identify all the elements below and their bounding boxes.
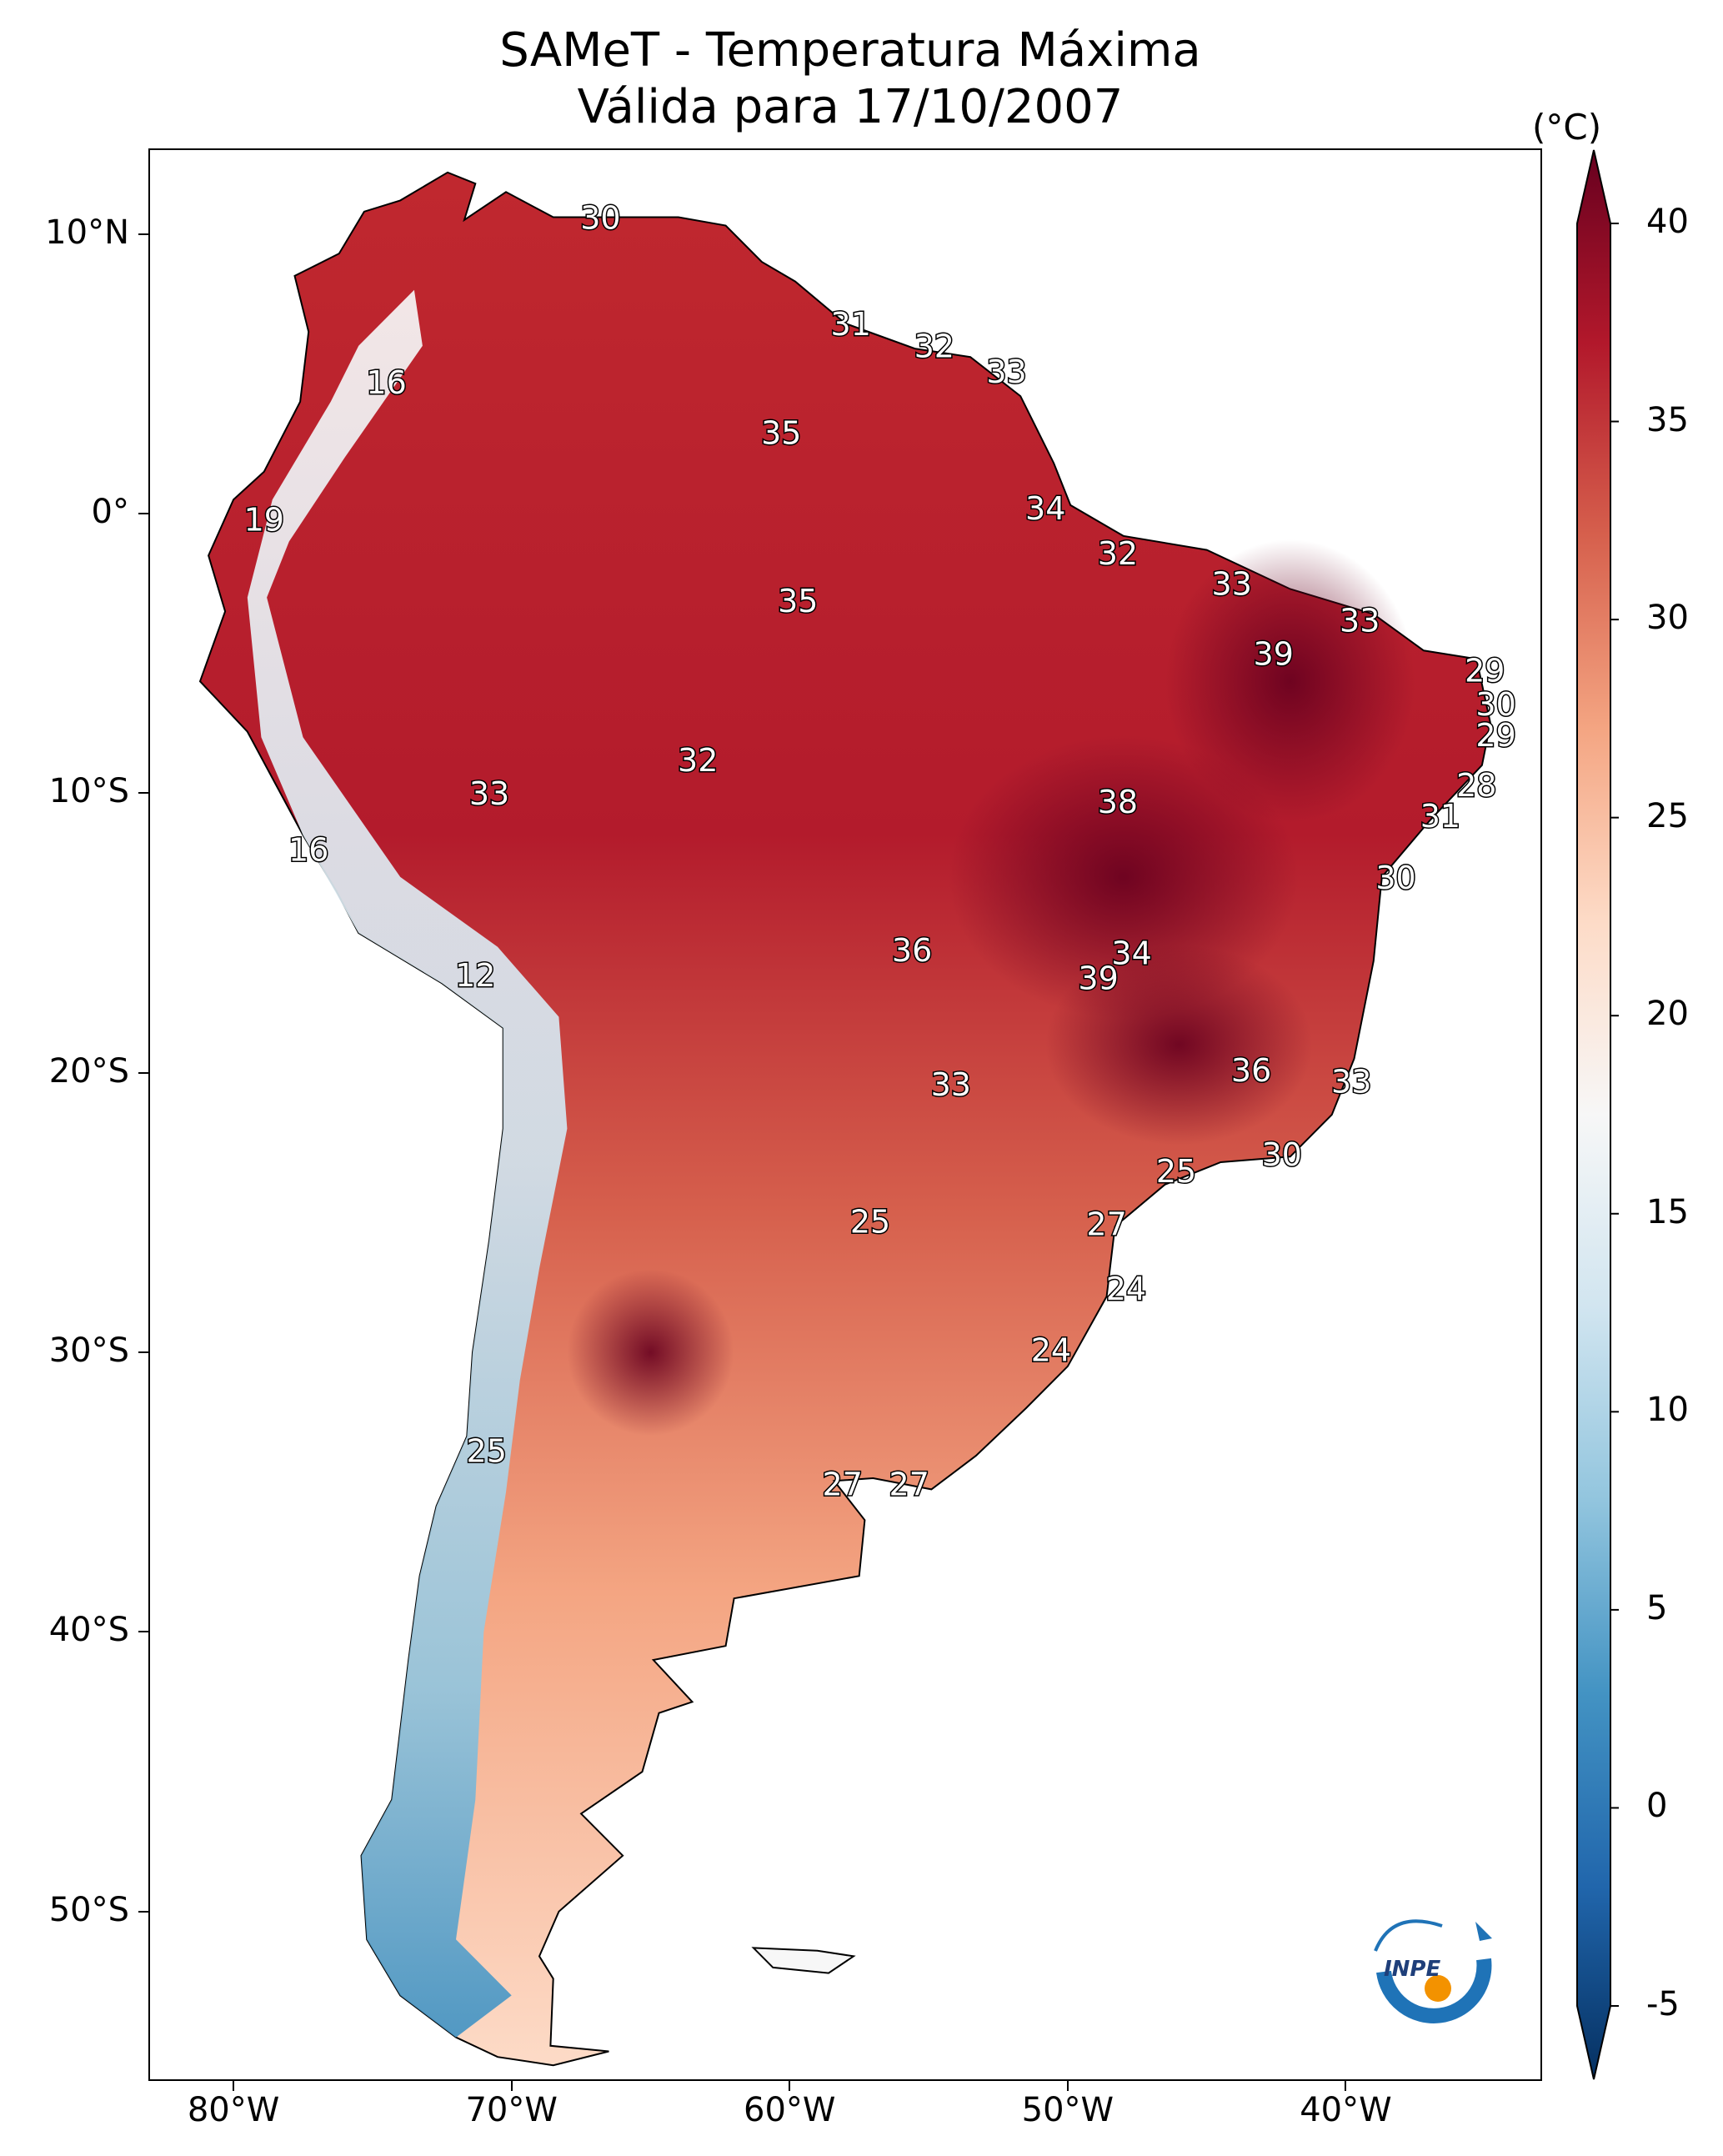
contour-label: 24 xyxy=(1031,1332,1071,1369)
colorbar xyxy=(1576,149,1619,2080)
inpe-logo: INPE xyxy=(1374,1919,1492,2023)
contour-label: 32 xyxy=(914,328,954,365)
lat-tick-mark xyxy=(138,512,148,514)
falkland-islands xyxy=(751,1947,856,1974)
lat-tick-mark xyxy=(138,1071,148,1074)
contour-label: 31 xyxy=(831,306,871,343)
contour-label: 28 xyxy=(1456,767,1496,804)
colorbar-gradient xyxy=(1576,149,1611,2080)
andes-cold-region xyxy=(247,289,568,2038)
lat-tick-label: 50°S xyxy=(48,1890,129,1929)
contour-label: 34 xyxy=(1111,935,1151,971)
lon-tick-label: 70°W xyxy=(465,2091,558,2129)
hot-region-3 xyxy=(567,1269,734,1436)
lon-tick-mark xyxy=(510,2081,513,2091)
contour-label: 12 xyxy=(455,957,495,994)
lon-tick-label: 50°W xyxy=(1021,2091,1114,2129)
contour-label: 27 xyxy=(889,1467,929,1503)
colorbar-tick-label: 35 xyxy=(1646,400,1689,439)
contour-label: 33 xyxy=(1340,602,1380,639)
contour-label: 16 xyxy=(288,831,328,868)
lon-tick-label: 60°W xyxy=(744,2091,836,2129)
lon-tick-label: 80°W xyxy=(187,2091,280,2129)
contour-label: 19 xyxy=(244,502,284,539)
lat-tick-label: 30°S xyxy=(48,1331,129,1371)
lat-tick-label: 10°N xyxy=(45,213,129,252)
lat-tick-mark xyxy=(138,1910,148,1913)
colorbar-tick-label: 15 xyxy=(1646,1192,1689,1231)
contour-label: 25 xyxy=(850,1203,890,1240)
contour-label: 32 xyxy=(1098,535,1138,572)
contour-label: 25 xyxy=(1156,1153,1196,1190)
contour-label: 29 xyxy=(1475,717,1515,754)
contour-label: 31 xyxy=(1420,798,1460,835)
lon-tick-mark xyxy=(233,2081,235,2091)
contour-label: 39 xyxy=(1254,636,1294,673)
colorbar-tick-label: 5 xyxy=(1646,1588,1668,1627)
contour-label: 33 xyxy=(986,353,1026,390)
contour-label: 24 xyxy=(1106,1271,1146,1307)
colorbar-tick-label: -5 xyxy=(1646,1985,1680,2023)
contour-label: 27 xyxy=(1086,1206,1126,1243)
lat-tick-mark xyxy=(138,1351,148,1354)
lat-tick-label: 0° xyxy=(91,492,129,531)
hot-region-1 xyxy=(1165,539,1415,824)
colorbar-tick-label: 20 xyxy=(1646,995,1689,1034)
lat-tick-mark xyxy=(138,792,148,795)
contour-label: 16 xyxy=(366,364,406,401)
lat-tick-mark xyxy=(138,1631,148,1633)
contour-label: 25 xyxy=(467,1432,507,1469)
contour-label: 30 xyxy=(1262,1136,1302,1173)
lon-tick-mark xyxy=(1066,2081,1069,2091)
contour-label: 35 xyxy=(778,583,818,619)
contour-label: 33 xyxy=(931,1066,971,1103)
lat-tick-label: 10°S xyxy=(48,772,129,811)
chart-subtitle: Válida para 17/10/2007 xyxy=(577,80,1124,134)
contour-label: 27 xyxy=(823,1467,863,1503)
contour-label: 29 xyxy=(1465,653,1505,689)
contour-label: 33 xyxy=(469,775,509,812)
colorbar-tick-label: 10 xyxy=(1646,1391,1689,1430)
inpe-logo-text: INPE xyxy=(1384,1957,1440,1982)
colorbar-unit: (°C) xyxy=(1532,107,1602,148)
contour-label: 36 xyxy=(892,932,932,969)
contour-label: 35 xyxy=(761,415,801,452)
colorbar-tick-label: 40 xyxy=(1646,203,1689,241)
lon-tick-mark xyxy=(1345,2081,1347,2091)
lon-tick-mark xyxy=(789,2081,791,2091)
contour-label: 36 xyxy=(1231,1052,1271,1089)
contour-label: 33 xyxy=(1331,1064,1371,1101)
colorbar-tick-label: 0 xyxy=(1646,1787,1668,1826)
land-shape xyxy=(198,171,1492,2067)
contour-label: 30 xyxy=(1375,860,1415,896)
contour-label: 33 xyxy=(1212,566,1252,603)
contour-label: 30 xyxy=(1475,686,1515,723)
map-panel[interactable]: 30 31 32 33 16 35 34 19 32 33 35 33 39 29 30 29 32 28 33 38… xyxy=(148,148,1542,2081)
lat-tick-mark xyxy=(138,233,148,235)
colorbar-tick-label: 30 xyxy=(1646,599,1689,638)
contour-label: 30 xyxy=(580,199,620,236)
contour-label: 39 xyxy=(1078,960,1118,997)
lat-tick-label: 40°S xyxy=(48,1611,129,1650)
contour-label: 38 xyxy=(1098,784,1138,820)
continent-land xyxy=(198,171,1492,2067)
hot-region-2 xyxy=(1045,945,1313,1146)
contour-label: 34 xyxy=(1025,490,1065,527)
chart-title: SAMeT - Temperatura Máxima xyxy=(499,23,1201,78)
lat-tick-label: 20°S xyxy=(48,1051,129,1091)
contour-label: 32 xyxy=(678,742,718,779)
lon-tick-label: 40°W xyxy=(1300,2091,1392,2129)
colorbar-tick-label: 25 xyxy=(1646,796,1689,835)
